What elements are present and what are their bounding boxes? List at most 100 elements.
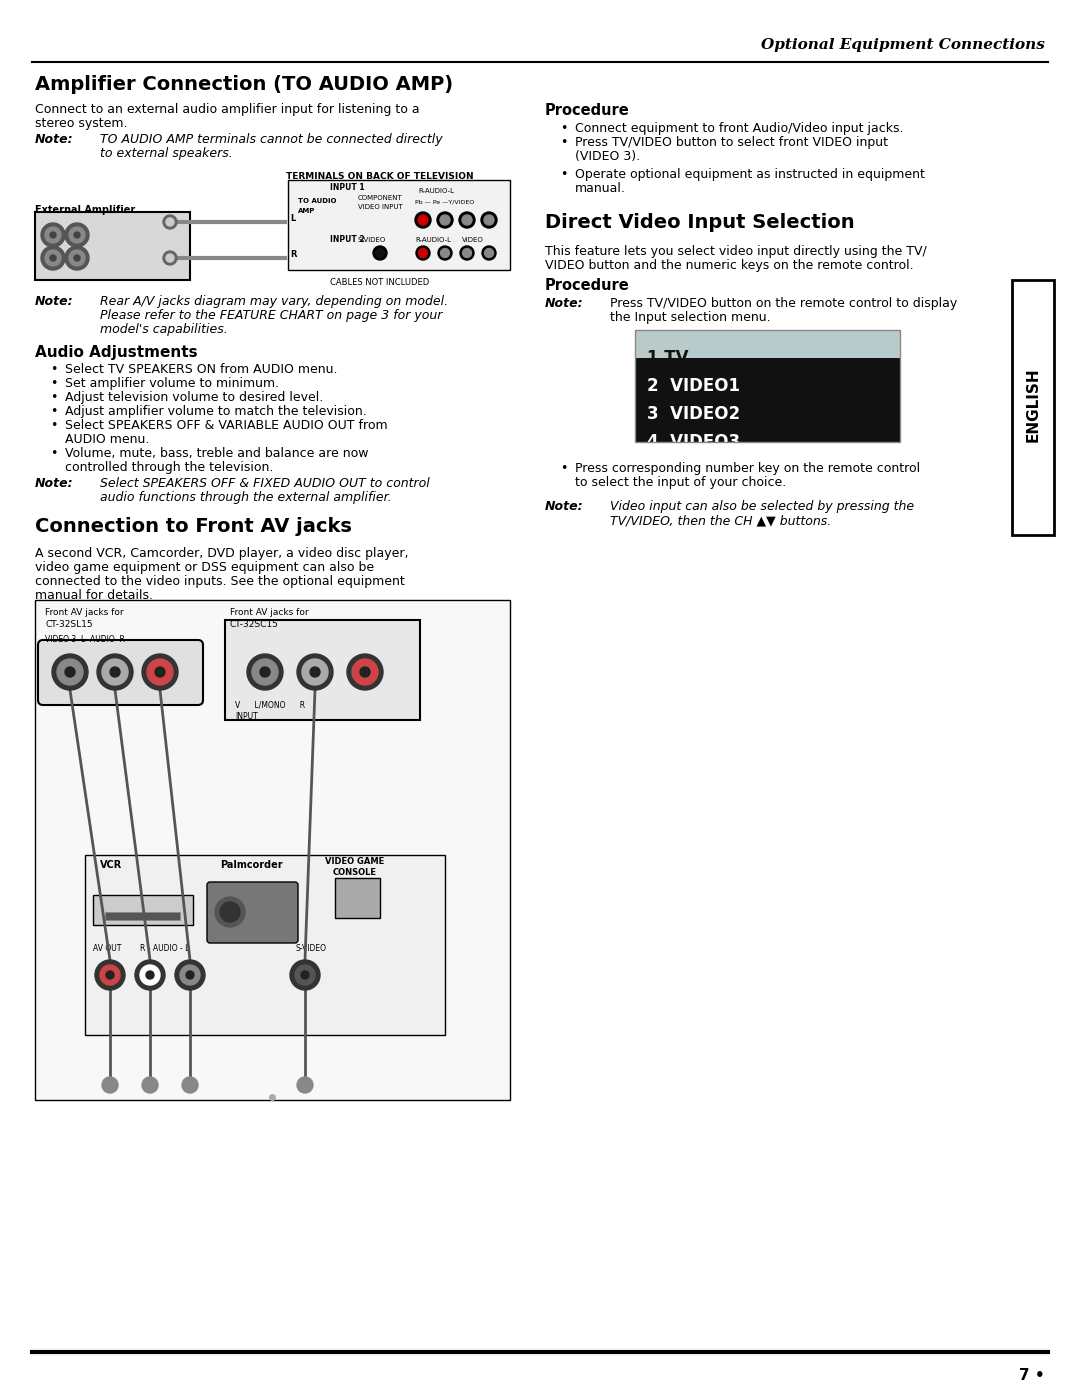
Bar — [288, 180, 510, 270]
Text: video game equipment or DSS equipment can also be: video game equipment or DSS equipment ca… — [35, 562, 374, 574]
Text: •: • — [50, 405, 57, 418]
Bar — [105, 912, 180, 921]
Circle shape — [41, 246, 65, 270]
Circle shape — [175, 960, 205, 990]
Circle shape — [352, 659, 378, 685]
Text: Connect to an external audio amplifier input for listening to a: Connect to an external audio amplifier i… — [35, 103, 420, 116]
Text: AV OUT: AV OUT — [93, 944, 121, 953]
Text: stereo system.: stereo system. — [35, 117, 127, 130]
Text: Connect equipment to front Audio/Video input jacks.: Connect equipment to front Audio/Video i… — [575, 122, 904, 136]
Text: CABLES NOT INCLUDED: CABLES NOT INCLUDED — [330, 278, 430, 286]
Text: VIDEO: VIDEO — [462, 237, 484, 243]
Text: VIDEO 3  L  AUDIO  R: VIDEO 3 L AUDIO R — [45, 636, 125, 644]
Text: L: L — [291, 214, 295, 224]
Circle shape — [102, 659, 129, 685]
Text: connected to the video inputs. See the optional equipment: connected to the video inputs. See the o… — [35, 576, 405, 588]
Circle shape — [418, 215, 428, 225]
Circle shape — [481, 212, 497, 228]
Text: A second VCR, Camcorder, DVD player, a video disc player,: A second VCR, Camcorder, DVD player, a v… — [35, 548, 408, 560]
Text: 7 •: 7 • — [1020, 1368, 1045, 1383]
Text: Press corresponding number key on the remote control: Press corresponding number key on the re… — [575, 462, 920, 475]
Text: ENGLISH: ENGLISH — [1026, 367, 1040, 443]
Text: Procedure: Procedure — [545, 278, 630, 293]
Circle shape — [459, 212, 475, 228]
Text: CT-32SL15: CT-32SL15 — [45, 620, 93, 629]
Text: Video input can also be selected by pressing the: Video input can also be selected by pres… — [610, 500, 914, 513]
Text: External Amplifier: External Amplifier — [35, 205, 135, 215]
Circle shape — [140, 965, 160, 985]
Text: Optional Equipment Connections: Optional Equipment Connections — [761, 38, 1045, 52]
Circle shape — [310, 666, 320, 678]
Circle shape — [57, 659, 83, 685]
Text: CONSOLE: CONSOLE — [333, 868, 377, 877]
Text: VCR: VCR — [100, 861, 122, 870]
Text: Procedure: Procedure — [545, 103, 630, 117]
Circle shape — [65, 246, 89, 270]
Text: Pb — Pe —Y/VIDEO: Pb — Pe —Y/VIDEO — [415, 200, 474, 205]
Circle shape — [50, 232, 56, 237]
Circle shape — [65, 666, 75, 678]
Bar — [93, 895, 193, 925]
Circle shape — [166, 218, 174, 226]
Circle shape — [65, 224, 89, 247]
Text: R: R — [291, 250, 297, 258]
Text: Connection to Front AV jacks: Connection to Front AV jacks — [35, 517, 352, 536]
Circle shape — [146, 971, 154, 979]
Text: •: • — [50, 391, 57, 404]
Circle shape — [440, 215, 450, 225]
Circle shape — [416, 246, 430, 260]
Circle shape — [156, 666, 165, 678]
Circle shape — [347, 654, 383, 690]
Text: Adjust television volume to desired level.: Adjust television volume to desired leve… — [65, 391, 323, 404]
Text: •: • — [50, 377, 57, 390]
Bar — [35, 212, 190, 279]
Text: VIDEO GAME: VIDEO GAME — [325, 856, 384, 866]
Circle shape — [97, 654, 133, 690]
Text: R - AUDIO - L: R - AUDIO - L — [140, 944, 189, 953]
Circle shape — [106, 971, 114, 979]
Text: Note:: Note: — [35, 133, 73, 147]
Text: Amplifier Connection (TO AUDIO AMP): Amplifier Connection (TO AUDIO AMP) — [35, 75, 454, 94]
Text: INPUT: INPUT — [235, 712, 258, 721]
Text: Direct Video Input Selection: Direct Video Input Selection — [545, 212, 854, 232]
Text: (VIDEO 3).: (VIDEO 3). — [575, 149, 640, 163]
Circle shape — [69, 250, 85, 265]
Text: INPUT 1: INPUT 1 — [330, 183, 365, 191]
Circle shape — [252, 659, 278, 685]
Circle shape — [75, 256, 80, 261]
Circle shape — [45, 226, 60, 243]
Text: audio functions through the external amplifier.: audio functions through the external amp… — [100, 490, 392, 504]
Circle shape — [376, 249, 384, 257]
Text: AUDIO menu.: AUDIO menu. — [65, 433, 149, 446]
Circle shape — [110, 666, 120, 678]
Circle shape — [41, 224, 65, 247]
Circle shape — [215, 897, 245, 928]
Text: V      L/MONO      R: V L/MONO R — [235, 700, 306, 710]
Text: Note:: Note: — [545, 298, 583, 310]
Circle shape — [147, 659, 173, 685]
Text: Volume, mute, bass, treble and balance are now: Volume, mute, bass, treble and balance a… — [65, 447, 368, 460]
Bar — [635, 358, 900, 386]
Text: TO AUDIO AMP terminals cannot be connected directly: TO AUDIO AMP terminals cannot be connect… — [100, 133, 443, 147]
Text: •: • — [50, 419, 57, 432]
Circle shape — [360, 666, 370, 678]
Text: 3  VIDEO2: 3 VIDEO2 — [647, 405, 740, 423]
Circle shape — [75, 232, 80, 237]
Text: 4  VIDEO3: 4 VIDEO3 — [647, 433, 740, 451]
Text: S-VIDEO: S-VIDEO — [295, 944, 326, 953]
Bar — [635, 414, 900, 441]
Text: •: • — [50, 363, 57, 376]
Circle shape — [415, 212, 431, 228]
Text: •: • — [50, 447, 57, 460]
Circle shape — [135, 960, 165, 990]
Text: S-VIDEO: S-VIDEO — [357, 237, 387, 243]
Text: Adjust amplifier volume to match the television.: Adjust amplifier volume to match the tel… — [65, 405, 367, 418]
Circle shape — [260, 666, 270, 678]
Circle shape — [50, 256, 56, 261]
Text: Please refer to the FEATURE CHART on page 3 for your: Please refer to the FEATURE CHART on pag… — [100, 309, 443, 321]
Text: Note:: Note: — [35, 295, 73, 307]
Circle shape — [163, 215, 177, 229]
Text: Note:: Note: — [545, 500, 583, 513]
Text: Note:: Note: — [35, 476, 73, 490]
Text: Audio Adjustments: Audio Adjustments — [35, 345, 198, 360]
